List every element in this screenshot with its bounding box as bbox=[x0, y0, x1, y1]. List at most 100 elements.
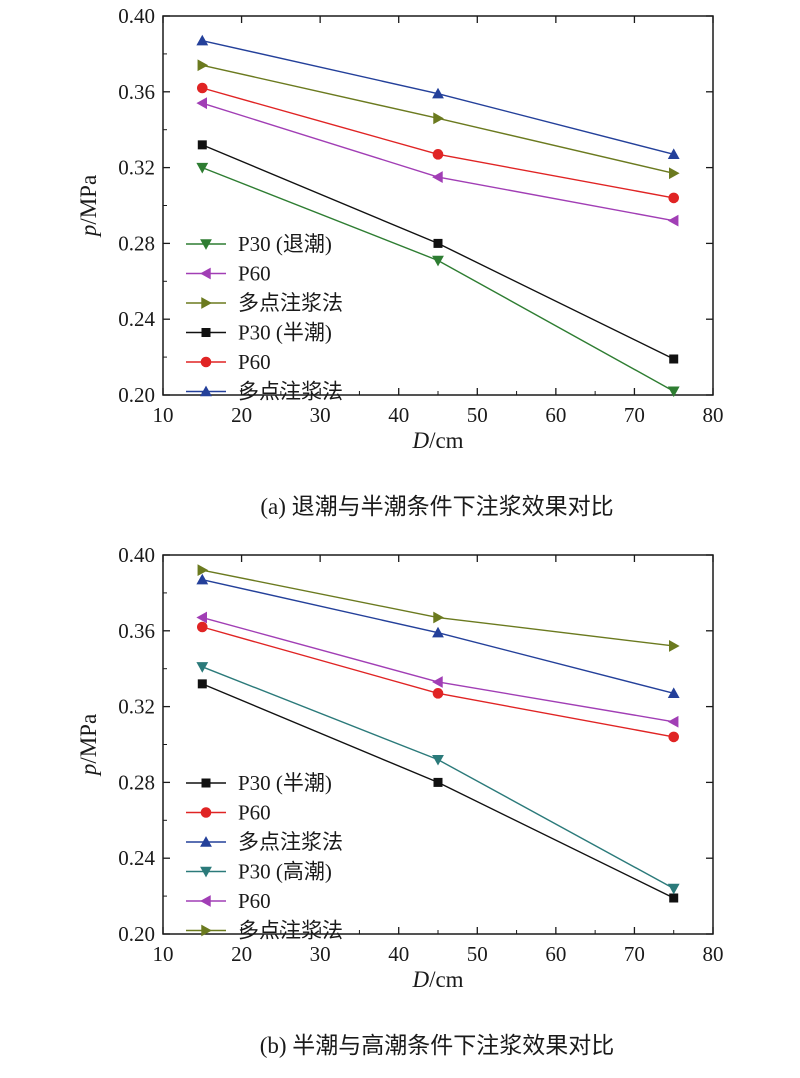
data-point bbox=[432, 171, 443, 183]
legend-marker bbox=[200, 836, 212, 847]
y-tick-label: 0.40 bbox=[118, 543, 155, 567]
x-tick-label: 30 bbox=[310, 942, 331, 966]
y-tick-label: 0.32 bbox=[118, 156, 155, 180]
chart-panel-b: 10 20 30 40 50 60 70 80 0.20 0.24 0.28 0.32 0.36 0.40… bbox=[0, 539, 800, 1078]
data-point bbox=[667, 214, 679, 227]
data-point bbox=[667, 148, 680, 160]
legend-label: P30 (退潮) bbox=[238, 232, 332, 256]
legend-marker bbox=[200, 239, 212, 250]
x-tick-label: 20 bbox=[231, 942, 252, 966]
data-point bbox=[432, 754, 444, 766]
y-tick-label: 0.20 bbox=[118, 383, 155, 407]
data-point bbox=[196, 621, 208, 633]
data-point bbox=[669, 354, 679, 364]
legend-marker bbox=[200, 356, 212, 368]
data-point bbox=[667, 715, 679, 728]
legend-marker bbox=[201, 924, 212, 937]
data-point bbox=[668, 731, 680, 743]
data-point bbox=[196, 82, 208, 94]
legend-item: P60 bbox=[186, 801, 271, 825]
series-4 bbox=[196, 662, 680, 895]
legend-marker bbox=[200, 385, 212, 397]
series-2 bbox=[196, 621, 680, 743]
legend: P30 (退潮) P60 多点注浆法 P30 (半潮) P60 多点注浆法 bbox=[186, 232, 343, 404]
data-point bbox=[432, 255, 444, 267]
x-axis-title: D/cm bbox=[411, 967, 463, 992]
legend-marker bbox=[201, 328, 211, 337]
data-point bbox=[433, 777, 443, 787]
y-tick-label: 0.32 bbox=[118, 695, 155, 719]
chart-a-svg: 10 20 30 40 50 60 70 80 0.20 0.24 0.28 0.32 0.36 0.40… bbox=[76, 4, 724, 519]
x-tick-label: 10 bbox=[153, 403, 174, 427]
x-tick-label: 60 bbox=[545, 942, 566, 966]
x-axis-title: D/cm bbox=[411, 428, 463, 453]
legend-marker bbox=[200, 267, 211, 280]
x-tick-label: 80 bbox=[703, 403, 724, 427]
legend-item: P60 bbox=[186, 262, 271, 286]
legend-label: P30 (半潮) bbox=[238, 321, 332, 345]
legend-item: 多点注浆法 bbox=[186, 830, 343, 854]
data-point bbox=[432, 688, 444, 699]
legend-label: P30 (半潮) bbox=[238, 771, 332, 795]
legend-marker bbox=[200, 807, 212, 818]
data-point bbox=[667, 386, 680, 398]
data-point bbox=[196, 573, 209, 585]
data-point bbox=[668, 192, 680, 204]
legend-marker bbox=[201, 297, 212, 309]
chart-b-svg: 10 20 30 40 50 60 70 80 0.20 0.24 0.28 0.32 0.36 0.40… bbox=[76, 543, 724, 1058]
series-6 bbox=[196, 34, 680, 160]
legend-item: P30 (半潮) bbox=[186, 771, 332, 795]
series-5 bbox=[196, 611, 679, 728]
data-point bbox=[667, 883, 680, 895]
data-point bbox=[667, 687, 680, 699]
legend-item: P60 bbox=[186, 350, 271, 374]
data-point bbox=[432, 87, 444, 99]
y-tick-label: 0.24 bbox=[118, 307, 155, 331]
data-point bbox=[669, 893, 679, 903]
series-1 bbox=[197, 679, 679, 903]
legend-label: P60 bbox=[238, 801, 271, 825]
legend-label: 多点注浆法 bbox=[238, 919, 343, 943]
legend-marker bbox=[200, 866, 212, 878]
data-point bbox=[668, 640, 680, 652]
data-point bbox=[196, 662, 209, 673]
legend-label: 多点注浆法 bbox=[238, 830, 343, 854]
data-point bbox=[196, 97, 208, 110]
legend-label: P60 bbox=[238, 350, 271, 374]
legend-marker bbox=[200, 895, 211, 907]
legend-item: P30 (退潮) bbox=[186, 232, 332, 256]
y-tick-label: 0.28 bbox=[118, 770, 155, 794]
data-point bbox=[433, 611, 444, 624]
x-tick-label: 40 bbox=[388, 942, 409, 966]
legend-item: P60 bbox=[186, 889, 271, 913]
data-point bbox=[432, 676, 443, 688]
y-tick-label: 0.36 bbox=[118, 80, 155, 104]
legend-item: 多点注浆法 bbox=[186, 919, 343, 943]
x-tick-label: 30 bbox=[310, 403, 331, 427]
legend-item: P30 (高潮) bbox=[186, 860, 332, 884]
x-tick-label: 70 bbox=[624, 403, 645, 427]
series-line bbox=[202, 87, 674, 199]
data-point bbox=[197, 679, 207, 689]
y-tick-label: 0.28 bbox=[118, 231, 155, 255]
y-axis-title: p/MPa bbox=[76, 714, 101, 777]
y-axis-title: p/MPa bbox=[76, 175, 101, 238]
x-tick-label: 80 bbox=[703, 942, 724, 966]
x-tick-label: 50 bbox=[467, 403, 488, 427]
data-point bbox=[432, 149, 444, 160]
legend-label: 多点注浆法 bbox=[238, 380, 343, 404]
data-point bbox=[197, 564, 209, 577]
data-point bbox=[433, 238, 443, 248]
series-4 bbox=[197, 140, 679, 364]
series-5 bbox=[196, 82, 680, 204]
data-point bbox=[197, 59, 209, 72]
x-tick-label: 40 bbox=[388, 403, 409, 427]
x-tick-label: 10 bbox=[153, 942, 174, 966]
legend-label: P30 (高潮) bbox=[238, 860, 332, 884]
x-tick-label: 20 bbox=[231, 403, 252, 427]
y-tick-label: 0.20 bbox=[118, 922, 155, 946]
series-2 bbox=[196, 97, 679, 227]
y-tick-label: 0.24 bbox=[118, 846, 155, 870]
y-tick-label: 0.36 bbox=[118, 619, 155, 643]
data-point bbox=[196, 162, 209, 174]
